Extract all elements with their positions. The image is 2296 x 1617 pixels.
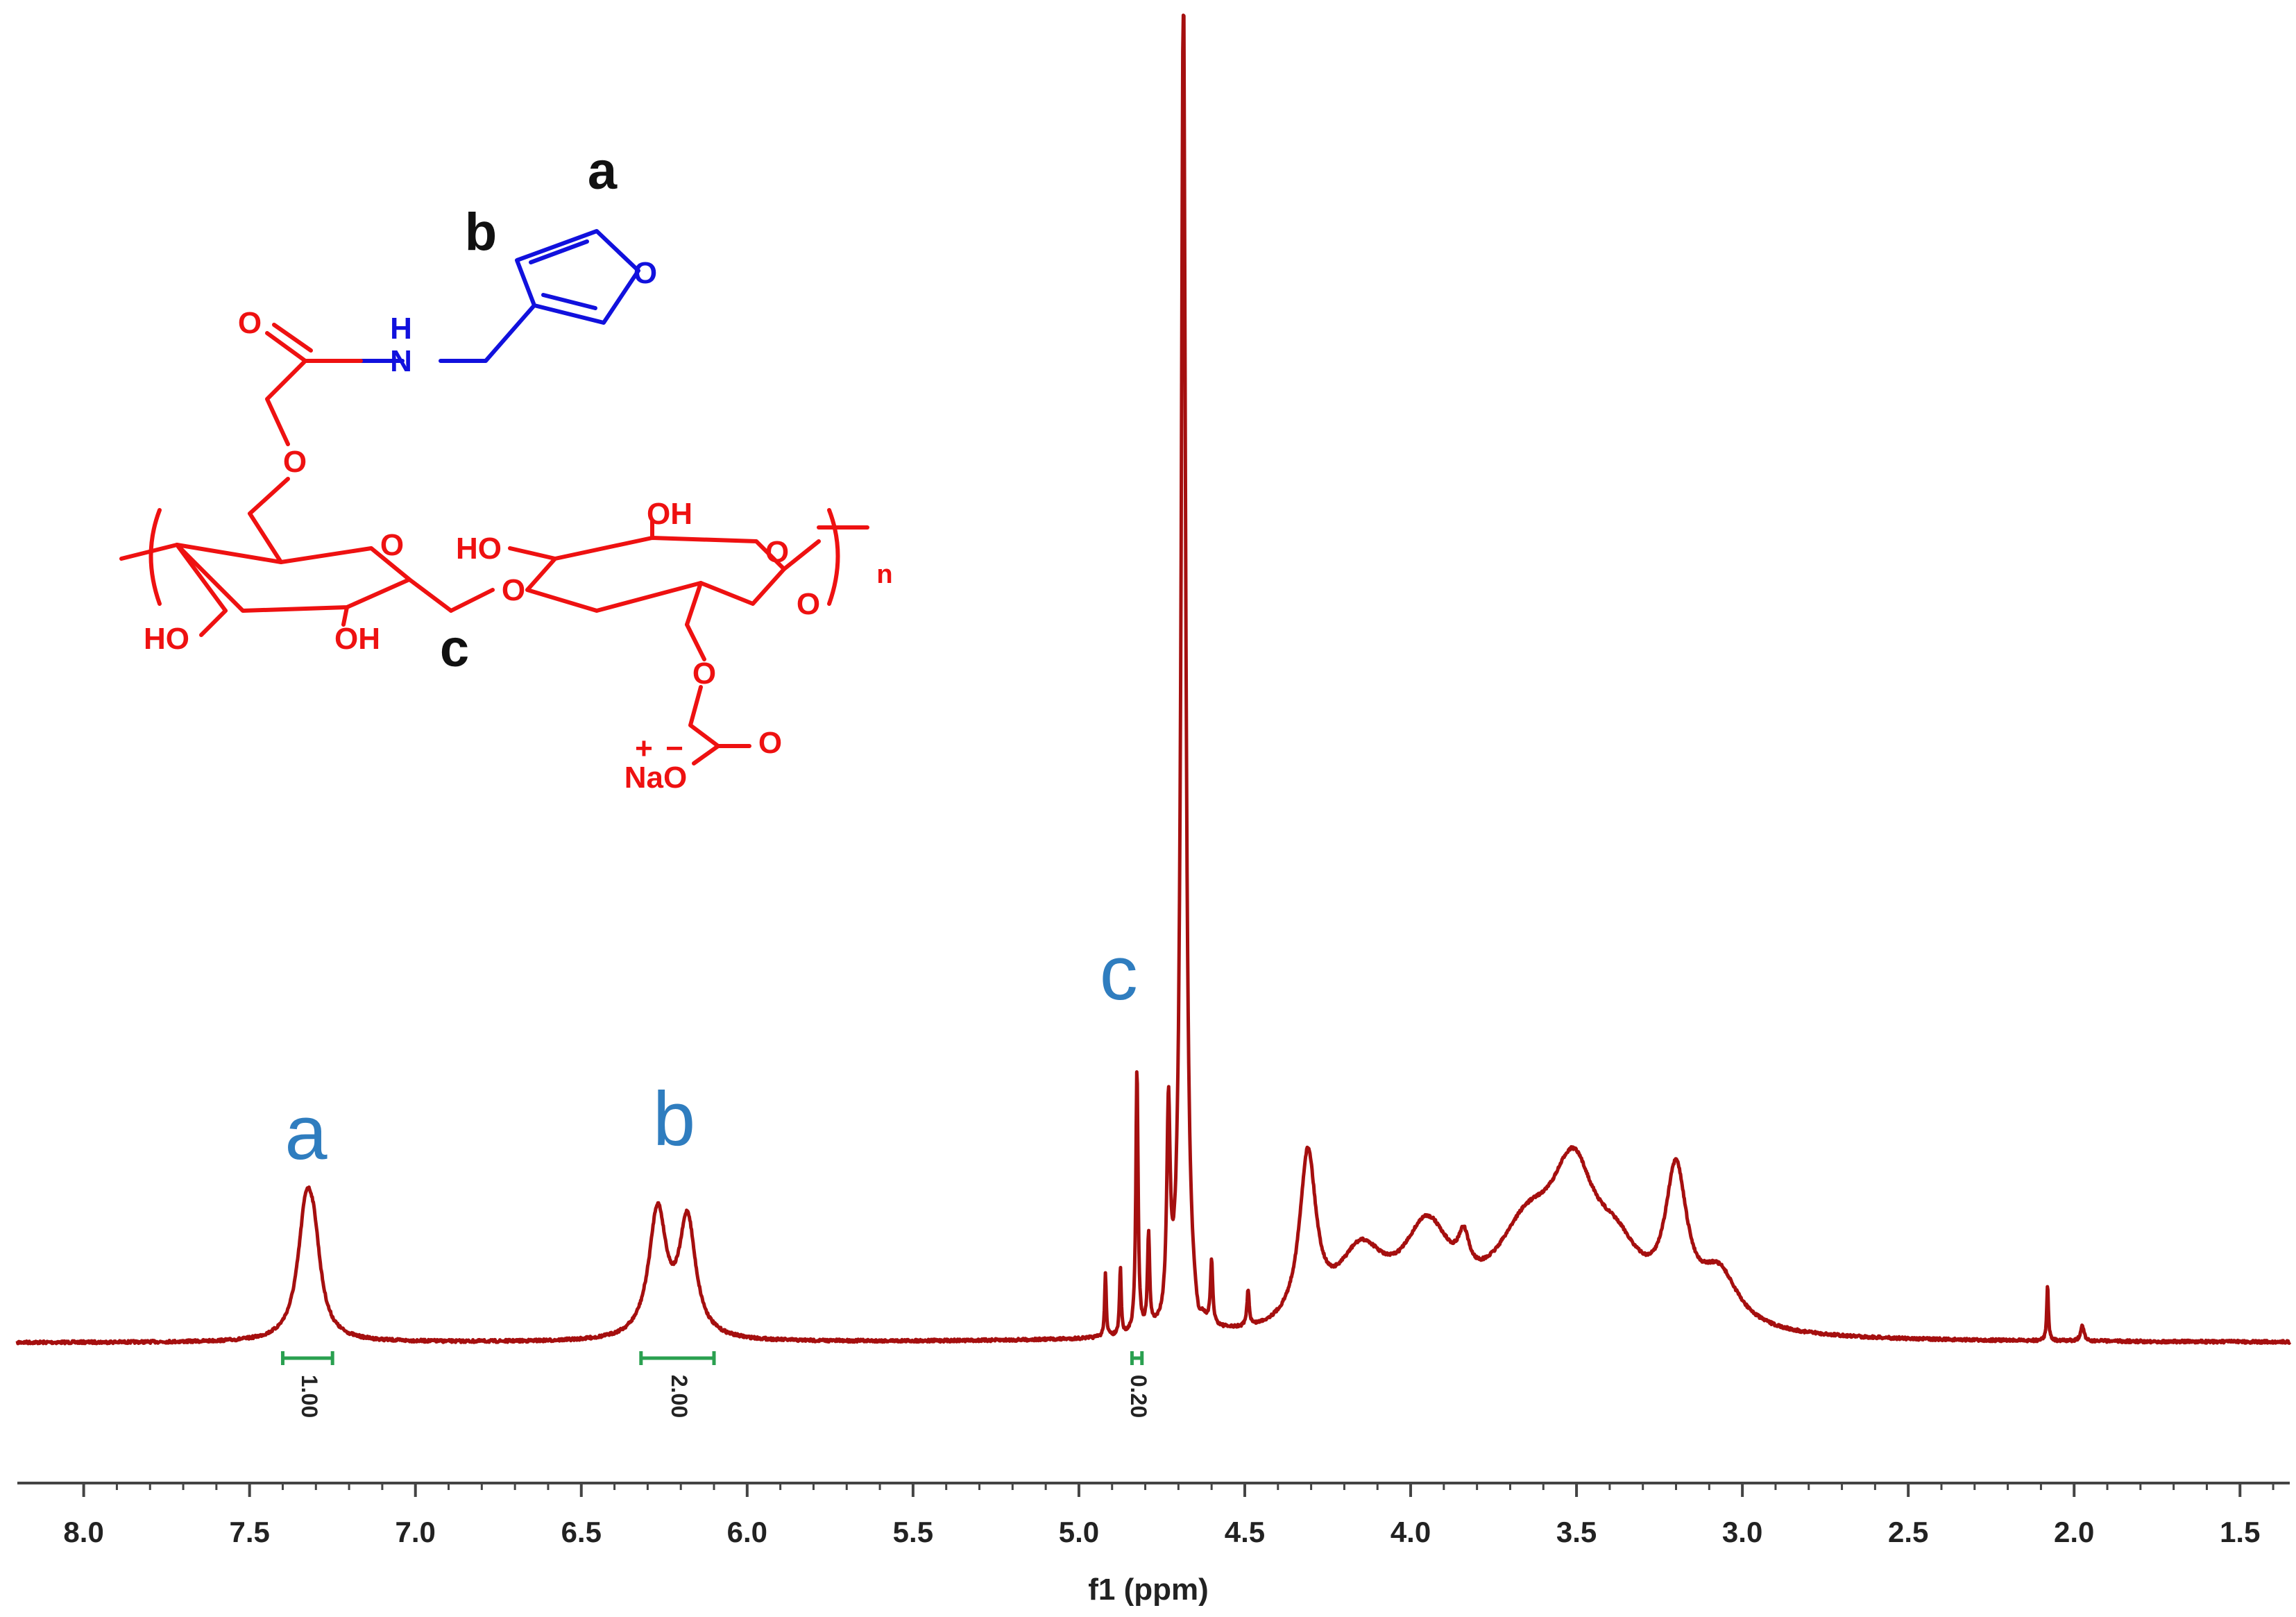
amide-nh-n-label: N (390, 344, 412, 378)
furan-oxygen-label: O (633, 256, 657, 290)
x-tick-label: 3.5 (1556, 1516, 1597, 1548)
ring2-oxygen-b-label: O (797, 587, 820, 621)
peak-annotation-c: c (1100, 931, 1138, 1016)
integral-bracket (639, 1351, 716, 1365)
x-tick-label: 6.0 (727, 1516, 767, 1548)
integral-value-label: 0.20 (1126, 1375, 1151, 1418)
amide-nh-h-label: H (390, 312, 412, 346)
sodium-carboxylate-label: NaO (624, 761, 687, 795)
glycosidic-oxygen-label: O (502, 573, 525, 607)
integral-value-label: 2.00 (667, 1375, 692, 1418)
x-tick-label: 4.0 (1391, 1516, 1431, 1548)
ring1-ho-label: HO (144, 622, 189, 656)
peak-annotations: a b c (284, 931, 1137, 1176)
integral-value-label: 1.00 (297, 1375, 322, 1418)
ring2-ho-label: HO (456, 532, 502, 566)
ring2-oh-label: OH (647, 497, 692, 531)
x-tick-label: 7.0 (396, 1516, 436, 1548)
x-tick-label: 2.0 (2054, 1516, 2094, 1548)
x-tick-label: 2.5 (1888, 1516, 1928, 1548)
series-spectrum-line (15, 13, 2292, 1346)
x-tick-label: 5.5 (893, 1516, 933, 1548)
charge-plus-label: + (635, 731, 653, 765)
structure-label-a: a (588, 142, 618, 201)
repeat-subscript-n: n (876, 560, 892, 589)
peak-annotation-a: a (284, 1090, 328, 1176)
x-tick-label: 3.0 (1722, 1516, 1762, 1548)
carboxyl-oxygen-label: O (758, 726, 782, 760)
x-tick-label: 6.5 (561, 1516, 602, 1548)
furan-ring (359, 229, 640, 363)
ether-oxygen-label: O (283, 445, 307, 479)
polymer-backbone (119, 323, 869, 765)
x-axis-title: f1 (ppm) (1088, 1573, 1209, 1607)
integral-bracket (1130, 1351, 1144, 1365)
charge-minus-label: − (665, 731, 683, 765)
chemical-structure: O H N (119, 142, 893, 795)
structure-label-b: b (465, 203, 497, 262)
ring1-oh-label: OH (334, 622, 380, 656)
x-axis-ticks (82, 1483, 2274, 1497)
integral-markers: 1.00 2.00 0.20 (280, 1351, 1151, 1418)
ring2-oxygen-label: O (765, 535, 789, 569)
ring1-oxygen-label: O (380, 528, 404, 562)
carbonyl-oxygen-label: O (238, 306, 262, 340)
peak-annotation-b: b (653, 1076, 695, 1162)
x-tick-label: 7.5 (229, 1516, 269, 1548)
integral-bracket (280, 1351, 334, 1365)
structure-label-c: c (440, 619, 469, 678)
spectrum-plot: 8.0 7.5 7.0 6.5 6.0 5.5 5.0 4.5 4.0 3.5 3.0 2.5 2.0 1… (15, 13, 2292, 1607)
x-tick-label: 4.5 (1225, 1516, 1265, 1548)
x-tick-label: 5.0 (1059, 1516, 1099, 1548)
x-axis-tick-labels: 8.0 7.5 7.0 6.5 6.0 5.5 5.0 4.5 4.0 3.5 3.0 2.5 2.0 1… (63, 1516, 2260, 1548)
x-tick-label: 1.5 (2220, 1516, 2260, 1548)
x-tick-label: 8.0 (63, 1516, 103, 1548)
ether2-oxygen-label: O (692, 657, 716, 691)
